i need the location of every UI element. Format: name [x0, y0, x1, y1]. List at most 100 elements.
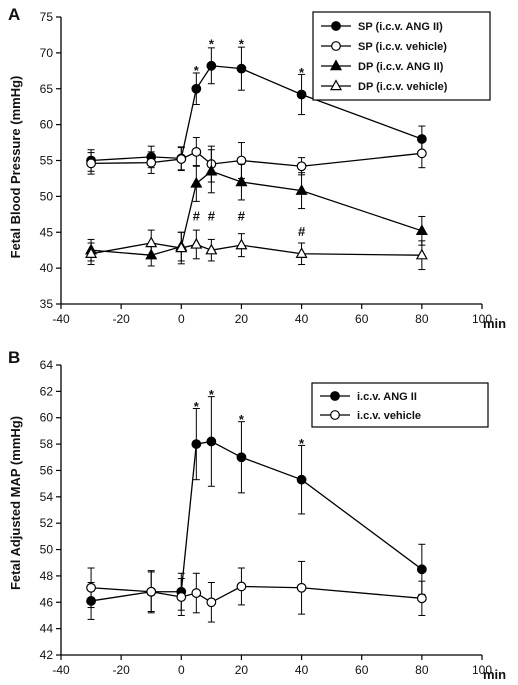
data-point-a-1-5	[236, 155, 247, 166]
significance-mark-b-0: *	[194, 399, 200, 414]
data-point-a-3-2	[175, 241, 188, 253]
series-line-b-1	[91, 585, 422, 604]
significance-mark-a-4: #	[193, 209, 201, 224]
data-point-b-0-6	[296, 474, 307, 485]
series-a-2	[85, 149, 428, 267]
series-a-1	[86, 137, 427, 183]
y-axis-label-a: Fetal Blood Pressure (mmHg)	[8, 76, 23, 259]
data-point-a-1-3	[191, 146, 202, 157]
legend-box-a	[312, 11, 491, 101]
x-tick-label-b-7: 100	[472, 663, 492, 677]
data-point-a-0-3	[191, 83, 202, 94]
data-point-b-1-3	[191, 588, 202, 598]
y-tick-label-b-10: 62	[40, 384, 54, 398]
data-point-b-1-2	[176, 592, 187, 602]
data-point-a-2-3	[190, 176, 203, 188]
legend-marker-b-1	[330, 410, 340, 420]
legend-box-b	[311, 382, 489, 428]
y-tick-label-b-6: 54	[40, 490, 54, 504]
data-point-a-2-4	[205, 164, 218, 176]
data-point-a-1-6	[296, 161, 307, 172]
data-point-a-1-7	[416, 148, 427, 159]
data-point-a-0-5	[236, 63, 247, 74]
y-tick-label-a-8: 75	[40, 10, 54, 24]
data-point-a-3-7	[415, 248, 428, 260]
x-tick-label-a-2: 0	[178, 312, 185, 326]
y-tick-label-b-5: 52	[40, 516, 54, 530]
series-a-3	[85, 229, 428, 271]
legend-marker-a-1	[331, 41, 341, 51]
data-point-a-2-6	[295, 183, 308, 195]
series-line-a-1	[91, 151, 422, 167]
x-tick-label-a-3: 20	[235, 312, 249, 326]
data-point-b-0-4	[206, 436, 217, 447]
legend-marker-a-0	[331, 21, 341, 31]
series-line-a-3	[90, 242, 422, 256]
x-tick-label-a-1: -20	[112, 312, 130, 326]
data-point-a-1-2	[176, 154, 187, 164]
data-point-a-2-5	[235, 175, 248, 187]
y-tick-label-b-8: 58	[40, 437, 54, 451]
x-axis-label-a: min	[483, 316, 506, 331]
data-point-b-1-1	[146, 586, 157, 597]
y-axis-label-b: Fetal Adjusted MAP (mmHg)	[8, 416, 23, 590]
panel-a: A Fetal Blood Pressure (mmHg) min 35 40 45…	[8, 5, 506, 331]
legend-marker-b-0	[330, 391, 340, 401]
legend-label-a-1: SP (i.c.v. vehicle)	[358, 41, 447, 53]
significance-mark-a-5: #	[208, 209, 216, 224]
data-point-b-0-5	[236, 452, 247, 463]
y-tick-label-b-2: 46	[40, 595, 54, 609]
y-tick-label-a-6: 65	[40, 82, 54, 96]
x-tick-label-a-5: 60	[355, 312, 369, 326]
y-tick-label-a-1: 40	[40, 261, 54, 275]
series-line-a-0	[91, 65, 423, 162]
x-tick-label-a-4: 40	[295, 312, 309, 326]
legend-marker-a-2	[329, 59, 343, 71]
y-tick-label-a-7: 70	[40, 46, 54, 60]
y-tick-label-b-4: 50	[40, 543, 54, 557]
x-tick-label-b-6: 80	[415, 663, 429, 677]
y-tick-label-b-11: 64	[40, 358, 54, 372]
data-point-b-1-6	[296, 582, 307, 593]
data-point-a-3-5	[235, 238, 248, 250]
x-tick-label-b-4: 40	[295, 663, 309, 677]
y-tick-label-a-0: 35	[40, 297, 54, 311]
significance-mark-a-1: *	[209, 37, 215, 52]
data-point-b-1-4	[206, 597, 217, 608]
significance-mark-a-2: *	[239, 37, 245, 52]
significance-mark-b-1: *	[209, 387, 215, 402]
y-tick-label-b-9: 60	[40, 411, 54, 425]
data-point-b-1-7	[416, 593, 427, 604]
x-tick-label-a-7: 100	[472, 312, 492, 326]
x-tick-label-b-2: 0	[178, 663, 185, 677]
legend-label-a-2: DP (i.c.v. ANG II)	[358, 61, 444, 73]
series-line-a-2	[91, 170, 423, 256]
y-tick-label-b-7: 56	[40, 463, 54, 477]
data-point-b-0-7	[416, 564, 427, 575]
data-point-a-0-4	[206, 60, 217, 71]
y-tick-label-a-2: 45	[40, 225, 54, 239]
plot-area-b: 42 44 46 48 50 52 54 56 58 60 62 64 -40 -20 0 20 40 60 80 1…	[40, 358, 493, 677]
series-b-0	[86, 396, 427, 620]
x-tick-label-b-5: 60	[355, 663, 369, 677]
data-point-a-3-3	[190, 237, 203, 249]
y-tick-label-b-3: 48	[40, 569, 54, 583]
data-point-b-1-0	[86, 582, 96, 593]
data-point-b-0-3	[191, 439, 202, 449]
data-point-a-3-1	[145, 236, 158, 248]
panel-label-b: B	[8, 348, 20, 367]
x-tick-label-b-0: -40	[52, 663, 70, 677]
significance-mark-a-3: *	[299, 65, 305, 80]
panel-b: B Fetal Adjusted MAP (mmHg) min 42 44 46 48…	[8, 348, 506, 682]
x-tick-label-b-1: -20	[112, 663, 130, 677]
data-point-a-3-4	[205, 243, 218, 255]
y-tick-label-a-5: 60	[40, 118, 54, 132]
legend-marker-a-3	[329, 79, 343, 91]
data-point-a-3-0	[85, 247, 98, 258]
y-tick-label-b-0: 42	[40, 648, 54, 662]
legend-label-a-0: SP (i.c.v. ANG II)	[358, 21, 443, 33]
significance-mark-a-6: #	[238, 209, 246, 224]
x-tick-label-b-3: 20	[235, 663, 249, 677]
series-line-b-0	[90, 440, 423, 602]
series-b-1	[86, 560, 427, 623]
